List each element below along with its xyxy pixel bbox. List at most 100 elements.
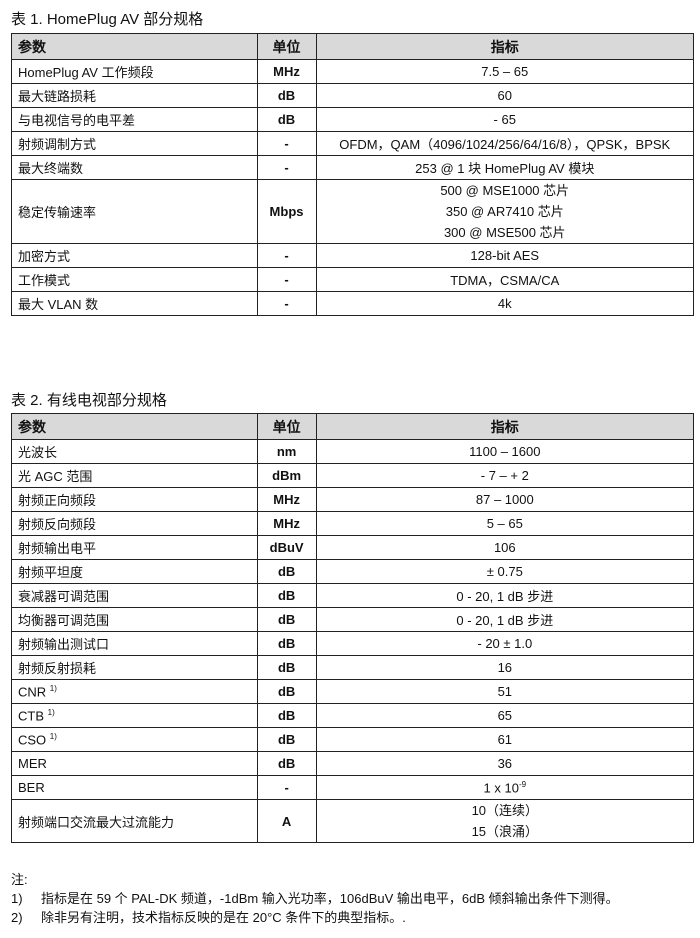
notes-title: 注: (11, 872, 28, 887)
unit-cell: - (256, 291, 317, 316)
footnote-ref: 1) (49, 731, 57, 741)
value-text: 0 - 20, 1 dB 步进 (456, 589, 554, 604)
param-cell: HomePlug AV 工作频段 (11, 59, 258, 84)
table-header-row: 参数 单位 指标 (11, 413, 695, 440)
header-value: 指标 (315, 413, 695, 440)
value-cell: - 20 ± 1.0 (315, 631, 695, 656)
value-text: 16 (497, 660, 513, 675)
note-text: 除非另有注明，技术指标反映的是在 20°C 条件下的典型指标。. (41, 910, 406, 925)
table-row: 射频调制方式 - OFDM，QAM（4096/1024/256/64/16/8），Q… (11, 131, 694, 156)
value-cell: 16 (315, 655, 695, 680)
param-cell: 射频调制方式 (11, 131, 258, 156)
param-label: BER (18, 780, 45, 795)
param-cell: 均衡器可调范围 (11, 607, 258, 632)
table-row: 工作模式 - TDMA，CSMA/CA (11, 267, 694, 292)
value-text: 36 (497, 756, 513, 771)
param-label: CSO (18, 732, 47, 748)
value-cell: 5 – 65 (315, 511, 695, 536)
value-cell: 500 @ MSE1000 芯片 350 @ AR7410 芯片 300 @ MSE… (315, 179, 694, 244)
unit-cell: dB (256, 107, 317, 132)
param-cell: 射频反向频段 (11, 511, 258, 536)
table-row: HomePlug AV 工作频段 MHz 7.5 – 65 (11, 59, 694, 84)
value-text: OFDM，QAM（4096/1024/256/64/16/8），QPSK，BPS… (339, 137, 671, 152)
table-row: 射频输出电平 dBuV 106 (11, 535, 695, 560)
header-unit: 单位 (256, 33, 317, 60)
table-row: 射频平坦度 dB ± 0.75 (11, 559, 695, 584)
value-line: 350 @ AR7410 芯片 (445, 204, 564, 219)
table-row: CNR 1) dB 51 (11, 679, 695, 704)
unit-cell: A (256, 799, 317, 843)
param-cell: 射频输出测试口 (11, 631, 258, 656)
param-cell: 最大终端数 (11, 155, 258, 180)
value-cell: TDMA，CSMA/CA (315, 267, 694, 292)
value-cell: 7.5 – 65 (315, 59, 694, 84)
table-row: CSO 1) dB 61 (11, 727, 695, 752)
param-label: 均衡器可调范围 (18, 613, 110, 628)
param-cell: 工作模式 (11, 267, 258, 292)
table-row: 射频反向频段 MHz 5 – 65 (11, 511, 695, 536)
value-text: - 20 ± 1.0 (477, 636, 533, 651)
param-cell: 稳定传输速率 (11, 179, 258, 244)
note-text: 指标是在 59 个 PAL-DK 频道，-1dBm 输入光功率，106dBuV … (41, 891, 619, 906)
param-label: 工作模式 (18, 273, 71, 288)
value-text: 61 (497, 732, 513, 747)
value-text: 7.5 – 65 (481, 64, 529, 79)
table-row: 最大 VLAN 数 - 4k (11, 291, 694, 316)
value-cell: 4k (315, 291, 694, 316)
value-text: 0 - 20, 1 dB 步进 (456, 613, 554, 628)
table-row: 射频输出测试口 dB - 20 ± 1.0 (11, 631, 695, 656)
value-text: 106 (493, 540, 516, 555)
table-row: 加密方式 - 128-bit AES (11, 243, 694, 268)
param-label: 最大 VLAN 数 (18, 297, 99, 312)
param-label: CNR (18, 684, 47, 700)
value-line: 500 @ MSE1000 芯片 (440, 183, 570, 198)
param-cell: 最大链路损耗 (11, 83, 258, 108)
table-row: 最大链路损耗 dB 60 (11, 83, 694, 108)
param-label: 射频输出电平 (18, 541, 97, 556)
param-cell: CTB 1) (11, 703, 258, 728)
table-row: 射频反射损耗 dB 16 (11, 655, 695, 680)
notes: 注: 1) 指标是在 59 个 PAL-DK 频道，-1dBm 输入光功率，106… (11, 870, 619, 927)
table2-caption: 表 2. 有线电视部分规格 (11, 392, 167, 409)
param-cell: 加密方式 (11, 243, 258, 268)
table-row: 稳定传输速率 Mbps 500 @ MSE1000 芯片 350 @ AR7410 芯… (11, 179, 694, 244)
value-text: 4k (497, 296, 512, 311)
param-cell: 光波长 (11, 439, 258, 464)
value-cell: 65 (315, 703, 695, 728)
value-text: - 7 – + 2 (480, 468, 529, 483)
value-text: 51 (497, 684, 513, 699)
param-label: 光波长 (18, 445, 58, 460)
param-cell: 射频正向频段 (11, 487, 258, 512)
param-label: MER (18, 756, 47, 771)
value-cell: 51 (315, 679, 695, 704)
value-text: 128-bit AES (470, 248, 540, 263)
value-cell: 0 - 20, 1 dB 步进 (315, 607, 695, 632)
footnote-ref: 1) (49, 683, 57, 693)
unit-cell: dBm (256, 463, 317, 488)
unit-cell: dBuV (256, 535, 317, 560)
param-cell: 射频输出电平 (11, 535, 258, 560)
param-cell: 光 AGC 范围 (11, 463, 258, 488)
param-cell: BER (11, 775, 258, 800)
unit-cell: - (256, 267, 317, 292)
value-cell: 0 - 20, 1 dB 步进 (315, 583, 695, 608)
note-item: 2) 除非另有注明，技术指标反映的是在 20°C 条件下的典型指标。. (11, 908, 619, 927)
table-row: MER dB 36 (11, 751, 695, 776)
table-row: BER -1 x 10-9 (11, 775, 695, 800)
param-label: HomePlug AV 工作频段 (18, 65, 154, 80)
value-text: - 65 (493, 112, 516, 127)
unit-cell: dB (256, 607, 317, 632)
table1-caption: 表 1. HomePlug AV 部分规格 (11, 11, 204, 28)
value-cell: - 65 (315, 107, 694, 132)
value-text: 1 x 10 (483, 780, 519, 796)
homeplug-spec-table: 参数 单位 指标 HomePlug AV 工作频段 MHz 7.5 – 65 最大链路… (11, 33, 694, 316)
table-row: 衰减器可调范围 dB 0 - 20, 1 dB 步进 (11, 583, 695, 608)
exponent: -9 (518, 779, 527, 789)
value-cell: 128-bit AES (315, 243, 694, 268)
value-cell: ± 0.75 (315, 559, 695, 584)
value-text: 60 (497, 88, 512, 103)
value-cell: - 7 – + 2 (315, 463, 695, 488)
param-label: 射频反射损耗 (18, 661, 97, 676)
table-row: 射频正向频段 MHz 87 – 1000 (11, 487, 695, 512)
unit-cell: - (256, 131, 317, 156)
